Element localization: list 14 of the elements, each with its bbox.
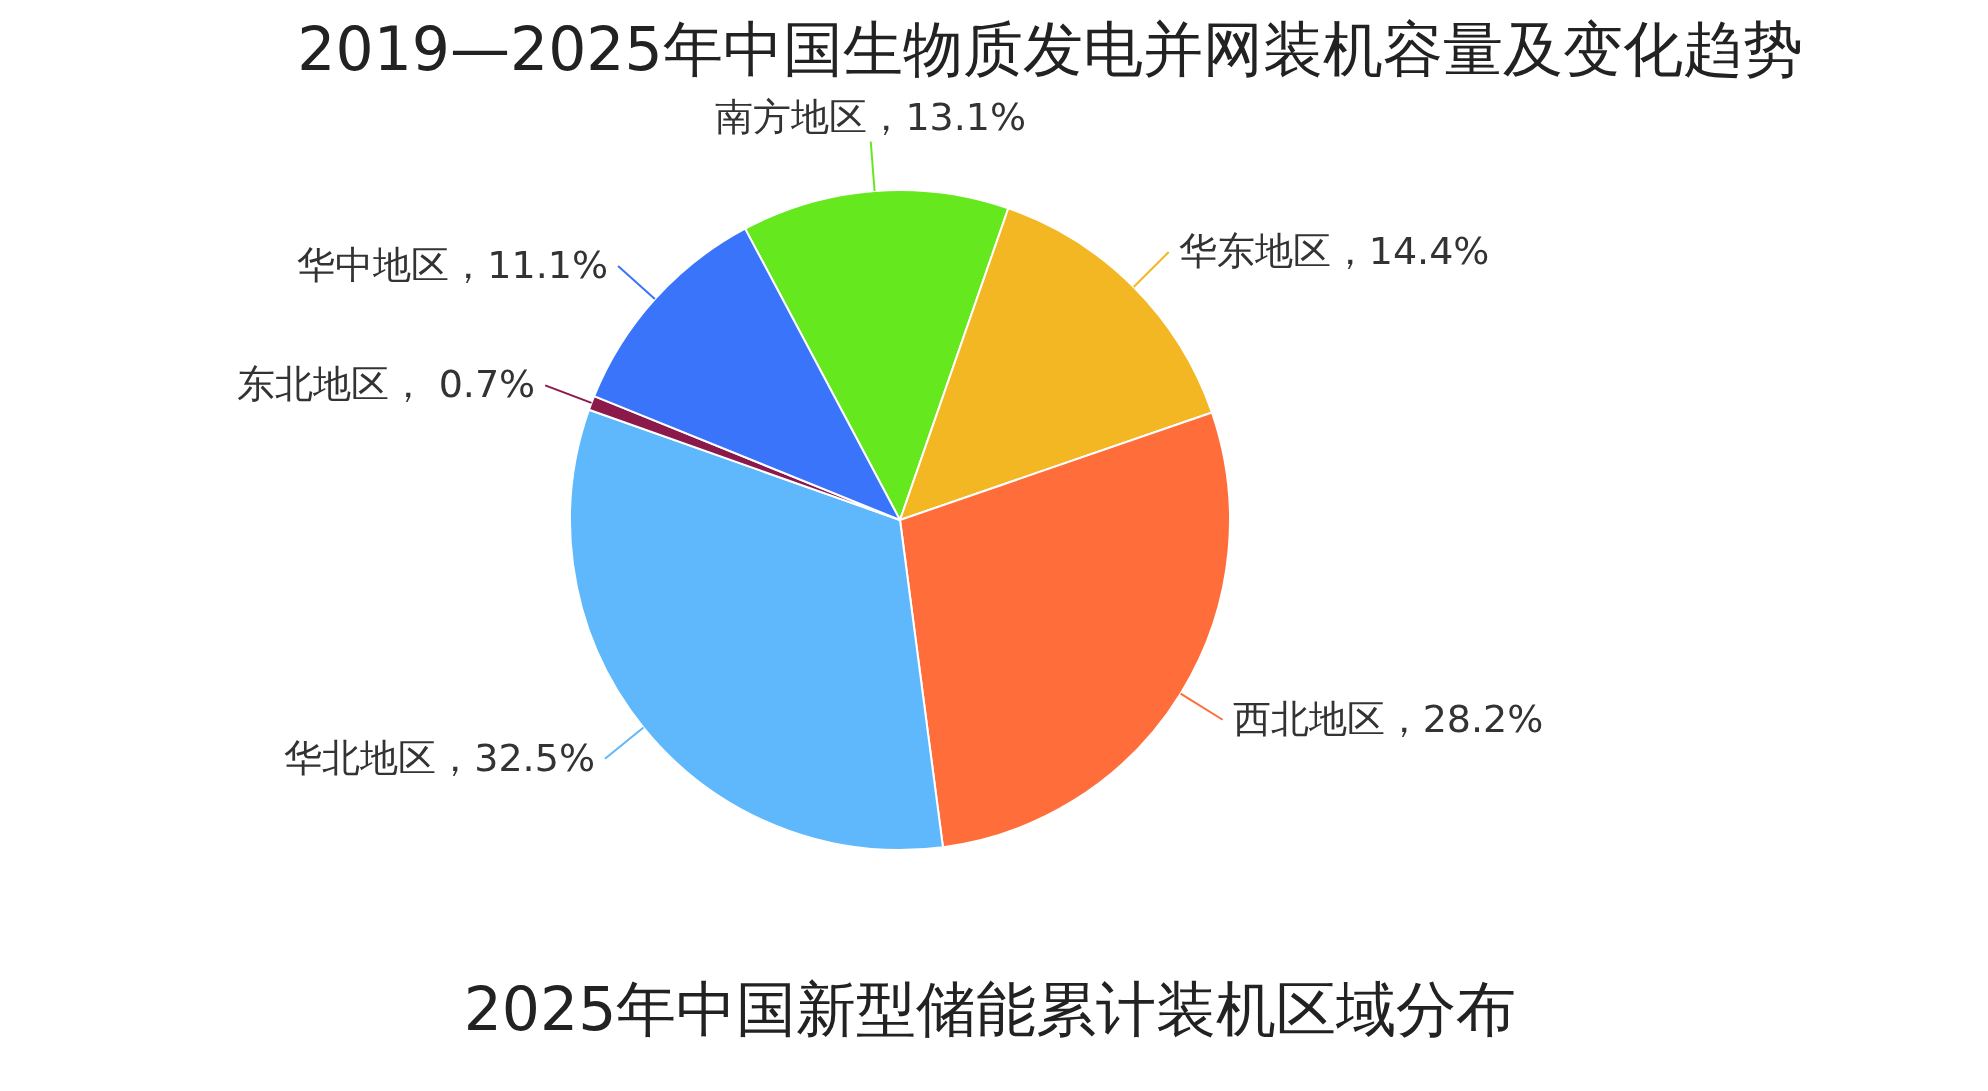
text: 2025年中国新型储能累计装机区域分布: [463, 974, 1517, 1044]
data-label: ，11.1%: [449, 242, 609, 287]
data-label: ，28.2%: [1384, 696, 1544, 741]
data-label: ， 0.7%: [388, 362, 536, 407]
slice-label: 西北地区: [1232, 696, 1385, 741]
chart-title: 2019—2025年中国生物质发电并网装机容量及变化趋势: [297, 14, 1803, 84]
data-label: ，14.4%: [1330, 229, 1490, 274]
data-label: ，13.1%: [867, 94, 1027, 139]
slice-label: 东北地区: [236, 362, 389, 407]
slice-label: 华东地区: [1178, 229, 1331, 274]
slice-label: 南方地区: [715, 94, 868, 139]
data-label: ，32.5%: [436, 735, 595, 780]
slice-label: 华北地区: [284, 735, 437, 780]
slice-label: 华中地区: [297, 242, 450, 287]
